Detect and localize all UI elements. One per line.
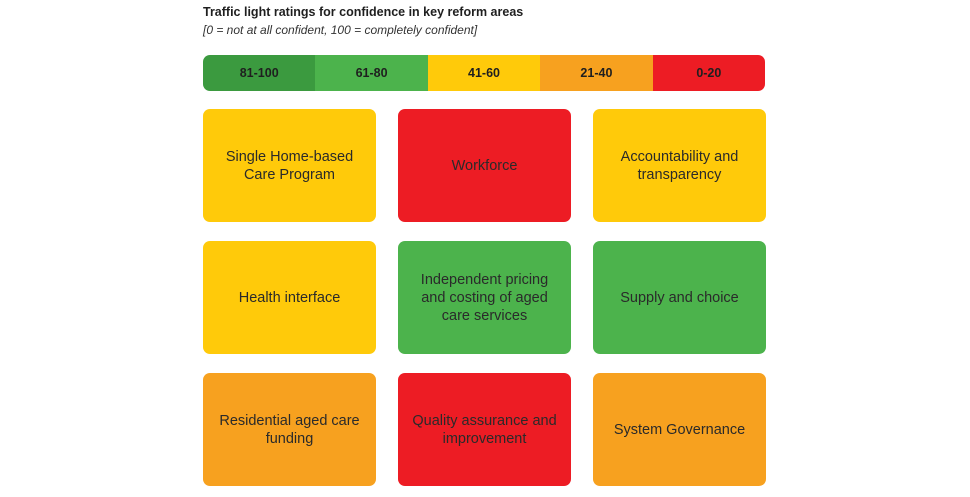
area-card-system-governance: System Governance bbox=[593, 373, 766, 486]
area-card-label: Supply and choice bbox=[620, 289, 739, 306]
chart-subtitle: [0 = not at all confident, 100 = complet… bbox=[203, 23, 478, 37]
area-card-label: Health interface bbox=[238, 289, 341, 306]
legend-item-41-60: 41-60 bbox=[427, 55, 541, 91]
area-card-single-home-based-care: Single Home-based Care Program bbox=[203, 109, 376, 222]
chart-title: Traffic light ratings for confidence in … bbox=[203, 5, 524, 19]
area-card-label: Single Home-based Care Program bbox=[225, 148, 354, 183]
area-card-label: Accountability and transparency bbox=[620, 148, 739, 183]
legend-item-0-20: 0-20 bbox=[652, 55, 765, 91]
area-card-label: Residential aged care funding bbox=[219, 412, 360, 447]
area-card-label: System Governance bbox=[613, 421, 746, 438]
area-card-label: Workforce bbox=[451, 157, 518, 174]
area-card-independent-pricing: Independent pricing and costing of aged … bbox=[398, 241, 571, 354]
area-card-workforce: Workforce bbox=[398, 109, 571, 222]
rating-legend: 81-100 61-80 41-60 21-40 0-20 bbox=[203, 55, 765, 91]
legend-item-81-100: 81-100 bbox=[203, 55, 316, 91]
area-card-label: Independent pricing and costing of aged … bbox=[420, 271, 549, 324]
area-card-residential-funding: Residential aged care funding bbox=[203, 373, 376, 486]
legend-item-21-40: 21-40 bbox=[540, 55, 653, 91]
area-card-health-interface: Health interface bbox=[203, 241, 376, 354]
area-card-accountability: Accountability and transparency bbox=[593, 109, 766, 222]
legend-item-61-80: 61-80 bbox=[315, 55, 428, 91]
area-card-supply-and-choice: Supply and choice bbox=[593, 241, 766, 354]
area-card-quality-assurance: Quality assurance and improvement bbox=[398, 373, 571, 486]
reform-area-grid: Single Home-based Care Program Workforce… bbox=[203, 109, 766, 487]
area-card-label: Quality assurance and improvement bbox=[412, 412, 557, 447]
